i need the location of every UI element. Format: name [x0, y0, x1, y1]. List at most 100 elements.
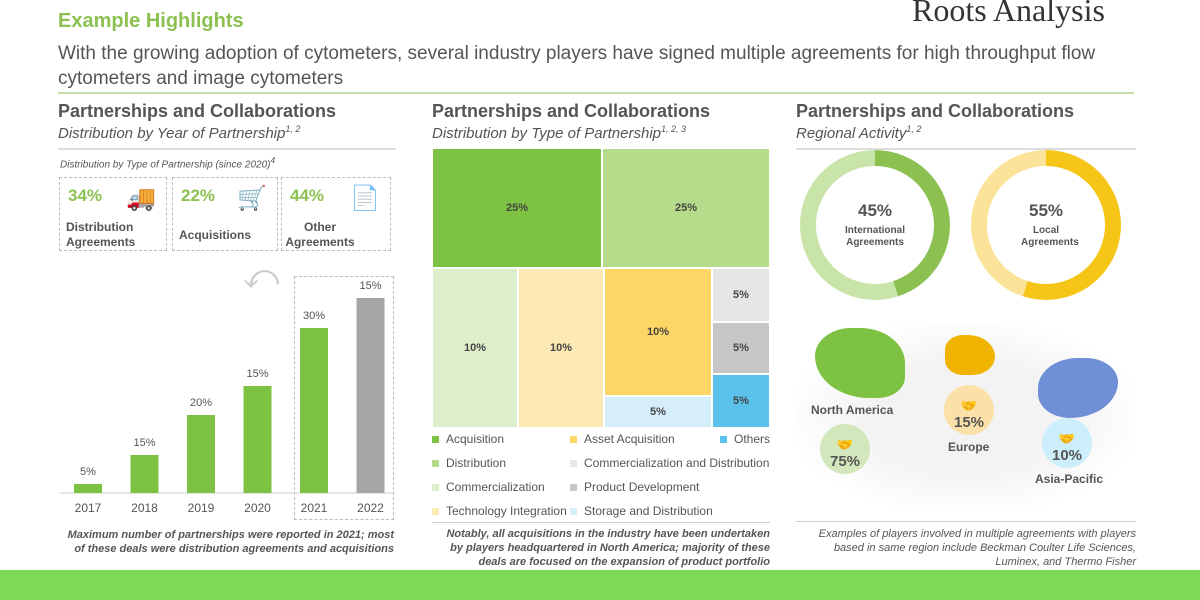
- region-label: Asia-Pacific: [1035, 472, 1104, 486]
- legend-item: Others: [720, 432, 770, 446]
- legend-swatch: [570, 484, 577, 492]
- divider: [58, 148, 396, 150]
- card-acquisitions: 22% 🛒 Acquisitions: [172, 177, 278, 251]
- x-tick-label: 2022: [357, 501, 384, 515]
- note-type: Notably, all acquisitions in the industr…: [446, 528, 770, 568]
- legend-swatch: [570, 460, 577, 468]
- highlight-box: [294, 276, 394, 520]
- card-distribution: 34% 🚚 Distribution Agreements: [59, 177, 167, 251]
- x-tick-label: 2019: [188, 501, 215, 515]
- roots-analysis-logo: Roots Analysis: [912, 0, 1105, 28]
- legend-item: Storage and Distribution: [570, 504, 713, 518]
- note-regional: Examples of players involved in multiple…: [818, 528, 1136, 568]
- legend-swatch: [720, 436, 727, 444]
- card-label: Other Agreements: [285, 220, 355, 249]
- footnote-ref: 4: [270, 155, 276, 165]
- donut-label: Local Agreements: [1021, 225, 1079, 248]
- treemap-cell-commercialization: 10%: [432, 268, 518, 428]
- treemap-cell-asset-acquisition: 10%: [604, 268, 712, 396]
- card-percent: 22%: [181, 186, 216, 205]
- legend-swatch: [432, 484, 439, 492]
- card-label: Acquisitions: [179, 228, 252, 242]
- bar-label: 20%: [190, 397, 212, 409]
- divider: [796, 148, 1136, 150]
- section-type: Partnerships and Collaborations Distribu…: [432, 101, 770, 150]
- legend-label: Commercialization and Distribution: [584, 456, 770, 470]
- footnote-ref: 1, 2: [285, 124, 301, 134]
- x-tick-label: 2020: [244, 501, 271, 515]
- page-heading: Example Highlights: [58, 10, 244, 32]
- legend-label: Others: [734, 432, 771, 446]
- divider: [58, 92, 1134, 94]
- cart-icon: 🛒: [237, 185, 267, 212]
- section-regional: Partnerships and Collaborations Regional…: [796, 101, 1136, 150]
- section-subtitle: Distribution by Year of Partnership1, 2: [58, 124, 396, 142]
- legend-item: Acquisition: [432, 432, 504, 446]
- subtitle-text: Distribution by Year of Partnership: [58, 125, 286, 142]
- legend-item: Technology Integration: [432, 504, 567, 518]
- document-icon: 📄: [350, 185, 380, 212]
- donut-percent: 55%: [1028, 201, 1064, 220]
- treemap-cell-storage-and-distribution: 5%: [604, 396, 712, 428]
- legend-label: Product Development: [584, 480, 700, 494]
- region-percent: 75%: [829, 453, 861, 470]
- region-label: Europe: [948, 440, 990, 454]
- section-year: Partnerships and Collaborations Distribu…: [58, 101, 396, 150]
- bar-label: 15%: [359, 280, 381, 292]
- bar-2019: [187, 415, 215, 493]
- bar-chart: 5% 2017 15% 2018 20% 2019 15% 2020 30% 2021 15% 202…: [60, 280, 395, 515]
- card-percent: 34%: [68, 186, 103, 205]
- page-subtitle: With the growing adoption of cytometers,…: [58, 43, 1096, 89]
- bar-2021: [300, 328, 328, 493]
- legend-item: Product Development: [570, 480, 699, 494]
- legend-swatch: [570, 436, 577, 444]
- divider: [796, 521, 1136, 522]
- bar-label: 30%: [303, 310, 325, 322]
- treemap-cell-acquisition: 25%: [432, 148, 602, 268]
- legend-swatch: [432, 460, 439, 468]
- legend-item: Commercialization and Distribution: [570, 456, 769, 470]
- section-subtitle: Distribution by Type of Partnership1, 2,…: [432, 124, 770, 142]
- donut-label: International Agreements: [844, 225, 905, 248]
- handshake-icon: 🤝: [960, 398, 978, 413]
- treemap-cell-distribution: 25%: [602, 148, 770, 268]
- treemap-cell-commercialization-and-distribution: 5%: [712, 268, 770, 322]
- legend-label: Technology Integration: [446, 504, 567, 518]
- handshake-icon: 🤝: [1058, 431, 1076, 446]
- region-bubble-europe: 🤝 15%: [944, 385, 994, 435]
- region-percent: 10%: [1051, 447, 1083, 464]
- donut-local: 55% Local Agreements: [971, 150, 1121, 300]
- x-tick-label: 2017: [75, 501, 102, 515]
- handshake-icon: 🤝: [836, 437, 854, 452]
- legend-label: Asset Acquisition: [584, 432, 675, 446]
- subtitle-text: Distribution by Type of Partnership: [432, 125, 661, 142]
- region-percent: 15%: [953, 414, 985, 431]
- donut-international: 45% International Agreements: [800, 150, 950, 300]
- treemap-cell-technology-integration: 10%: [518, 268, 604, 428]
- x-tick-label: 2018: [131, 501, 158, 515]
- bar-2018: [130, 455, 159, 493]
- truck-icon: 🚚: [126, 185, 156, 212]
- subtitle-text: Regional Activity: [796, 125, 907, 142]
- bar-2022: [356, 298, 385, 493]
- section-title: Partnerships and Collaborations: [58, 101, 337, 121]
- region-label: North America: [811, 403, 894, 417]
- card-percent: 44%: [290, 186, 325, 205]
- x-tick-label: 2021: [301, 501, 328, 515]
- footer-bar: [0, 570, 1200, 600]
- section-title: Partnerships and Collaborations: [432, 101, 711, 121]
- legend-label: Acquisition: [446, 432, 505, 446]
- treemap-chart: 25% 25% 10% 10% 10% 5% 5% 5% 5%: [432, 148, 770, 428]
- region-bubble-asia-pacific: 🤝 10%: [1042, 418, 1092, 468]
- legend-item: Distribution: [432, 456, 506, 470]
- divider: [432, 522, 770, 523]
- footnote-ref: 1, 2, 3: [661, 124, 687, 134]
- bar-label: 5%: [80, 466, 96, 478]
- label-text: Distribution by Type of Partnership (sin…: [60, 159, 271, 171]
- curved-arrow-icon: ⤺: [243, 258, 280, 296]
- legend-swatch: [432, 436, 439, 444]
- type-since-label: Distribution by Type of Partnership (sin…: [60, 155, 275, 170]
- region-bubble-north-america: 🤝 75%: [820, 424, 870, 474]
- europe-map: [945, 335, 995, 375]
- legend-swatch: [432, 508, 439, 516]
